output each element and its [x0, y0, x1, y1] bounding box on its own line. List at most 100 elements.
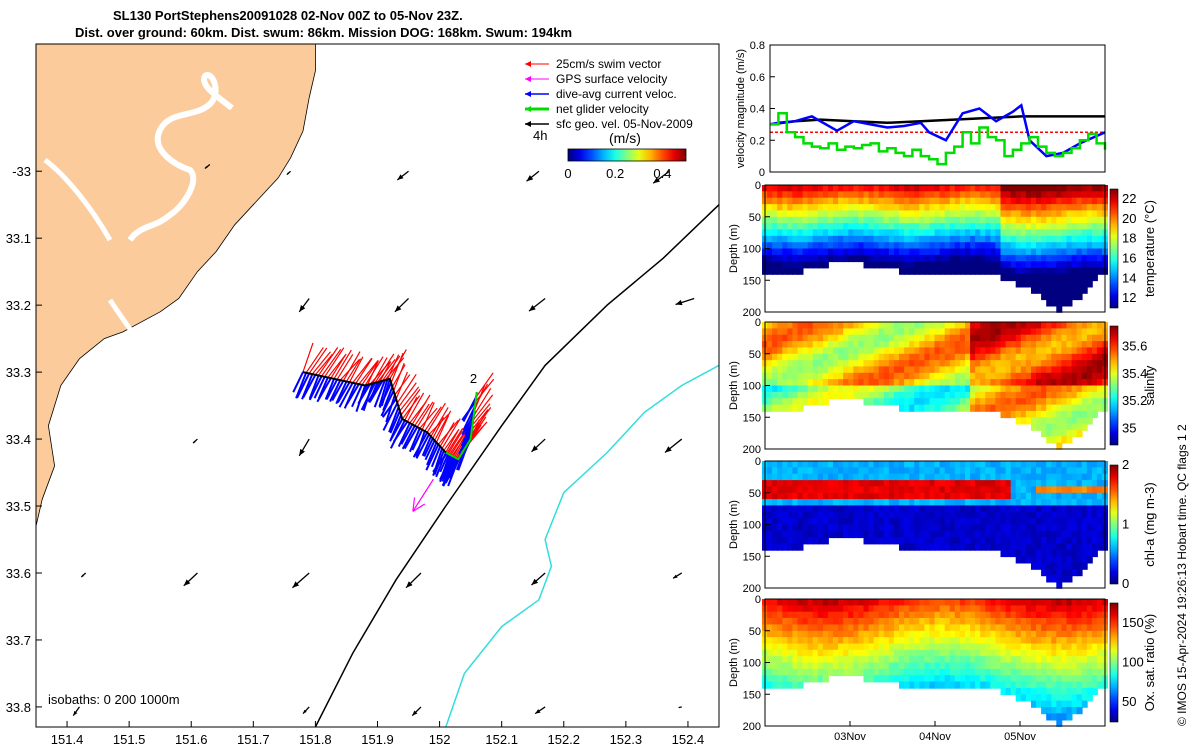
section-y-tick-label: 100	[743, 658, 761, 670]
scale-label: 4h	[533, 128, 547, 143]
salinity-section: 0 50 100 150 200 Depth (m) 35 35.2 35.4 35.6 salin…	[728, 317, 1157, 456]
sfc-velocity-arrow	[678, 706, 682, 709]
section-y-tick-label: 100	[743, 244, 761, 256]
sfc-velocity-arrow	[675, 297, 695, 306]
section-x-tick-label: 05Nov	[1004, 731, 1036, 743]
sfc-velocity-arrow	[292, 572, 310, 589]
sfc-velocity-arrow	[652, 170, 670, 184]
sfc-velocity-arrow	[183, 572, 198, 587]
sfc-velocity-arrow	[664, 438, 683, 453]
sfc-velocity-arrow	[72, 706, 80, 716]
map-x-tick-label: 152.4	[672, 732, 705, 747]
sfc-velocity-arrow	[204, 164, 211, 170]
map-x-tick-label: 151.8	[299, 732, 332, 747]
section-y-tick-label: 0	[755, 180, 761, 192]
section-y-tick-label: 0	[755, 317, 761, 329]
section-colorbar	[1109, 188, 1119, 309]
section-colorbar-tick-label: 150	[1122, 615, 1144, 630]
section-colorbar-tick-label: 35.4	[1122, 366, 1147, 381]
section-y-tick-label: 200	[743, 583, 761, 595]
temperature-section: 0 50 100 150 200 Depth (m) 12 14 16 18 20 22 tempera…	[728, 180, 1157, 319]
section-y-tick-label: 150	[743, 275, 761, 287]
gps-surface-velocity-vector	[412, 478, 434, 512]
section-y-tick-label: 0	[755, 456, 761, 468]
section-colorbar	[1109, 602, 1119, 723]
map-x-tick-label: 152.3	[610, 732, 643, 747]
section-y-label: Depth (m)	[728, 638, 740, 687]
section-x-tick-label: 03Nov	[834, 731, 866, 743]
section-colorbar-tick-label: 35.6	[1122, 339, 1147, 354]
section-colorbar-tick-label: 18	[1122, 231, 1136, 246]
map-y-tick-label: 33.4	[6, 432, 31, 447]
section-y-label: Depth (m)	[728, 361, 740, 410]
sfc-velocity-arrow	[531, 572, 546, 586]
colorbar-tick-label: 0.4	[653, 166, 671, 181]
section-colorbar-tick-label: 100	[1122, 655, 1144, 670]
map-x-tick-label: 151.7	[237, 732, 270, 747]
legend-label: dive-avg current veloc.	[556, 87, 677, 101]
section-colorbar-label: chl-a (mg m-3)	[1142, 482, 1157, 567]
track-day-label: 2	[470, 371, 477, 386]
map-y-tick-label: 33.5	[6, 499, 31, 514]
section-colorbar-label: salinity	[1142, 365, 1157, 405]
legend-label: net glider velocity	[556, 102, 649, 116]
sfc-velocity-arrow	[411, 706, 422, 717]
section-colorbar-tick-label: 12	[1122, 290, 1136, 305]
section-x-tick-label: 04Nov	[919, 731, 951, 743]
section-y-tick-label: 200	[743, 721, 761, 733]
legend-label: GPS surface velocity	[556, 72, 667, 86]
section-colorbar-tick-label: 20	[1122, 211, 1136, 226]
section-y-tick-label: 50	[749, 488, 761, 500]
map-x-tick-label: 152.2	[547, 732, 580, 747]
lake-waterway	[43, 158, 182, 383]
sfc-velocity-arrow	[534, 706, 546, 715]
section-colorbar-tick-label: 0	[1122, 576, 1129, 591]
velocity-y-tick-label: 0.8	[750, 40, 765, 52]
sfc-velocity-arrow	[80, 572, 87, 578]
colorbar-label: (m/s)	[609, 130, 641, 146]
title-line-2: Dist. over ground: 60km. Dist. swum: 86k…	[75, 25, 573, 40]
legend-label: sfc geo. vel. 05-Nov-2009	[556, 117, 693, 131]
section-y-tick-label: 100	[743, 520, 761, 532]
chla-section-cells	[762, 461, 1108, 589]
map-plot-area: 2	[36, 44, 719, 727]
map-x-tick-label: 151.9	[361, 732, 394, 747]
section-colorbar	[1109, 325, 1119, 446]
section-colorbar-tick-label: 50	[1122, 694, 1136, 709]
section-colorbar-tick-label: 22	[1122, 191, 1136, 206]
section-y-tick-label: 200	[743, 307, 761, 319]
map-y-tick-label: 33.7	[6, 633, 31, 648]
map-y-tick-label: 33.8	[6, 700, 31, 715]
section-y-tick-label: 150	[743, 689, 761, 701]
sfc-velocity-arrow	[302, 706, 310, 715]
map-x-tick-label: 152.1	[485, 732, 518, 747]
section-y-tick-label: 50	[749, 626, 761, 638]
section-colorbar-tick-label: 35	[1122, 421, 1136, 436]
section-y-tick-label: 200	[743, 444, 761, 456]
sfc-velocity-arrow	[672, 572, 683, 579]
section-y-tick-label: 150	[743, 551, 761, 563]
isobath-label: isobaths: 0 200 1000m	[48, 692, 180, 707]
velocity-y-label: velocity magnitude (m/s)	[735, 49, 747, 168]
velocity-series-line	[769, 115, 1105, 126]
title-line-1: SL130 PortStephens20091028 02-Nov 00Z to…	[113, 8, 463, 23]
land-mass	[36, 44, 316, 527]
velocity-series-line	[769, 103, 1106, 158]
section-colorbar	[1109, 464, 1119, 585]
section-colorbar-tick-label: 16	[1122, 250, 1136, 265]
sfc-velocity-arrow	[286, 170, 292, 176]
sfc-velocity-arrow	[405, 572, 422, 589]
sfc-velocity-arrow	[298, 298, 310, 313]
velocity-y-tick-label: 0.6	[750, 72, 765, 84]
section-colorbar-tick-label: 14	[1122, 270, 1136, 285]
section-y-tick-label: 50	[749, 212, 761, 224]
map-y-tick-label: 33.3	[6, 365, 31, 380]
section-y-tick-label: 50	[749, 349, 761, 361]
section-colorbar-label: Ox. sat. ratio (%)	[1142, 614, 1157, 712]
dive-avg-vector-band	[292, 371, 478, 487]
section-y-tick-label: 150	[743, 412, 761, 424]
map-x-tick-label: 151.4	[51, 732, 84, 747]
legend-item: net glider velocity	[525, 102, 649, 116]
